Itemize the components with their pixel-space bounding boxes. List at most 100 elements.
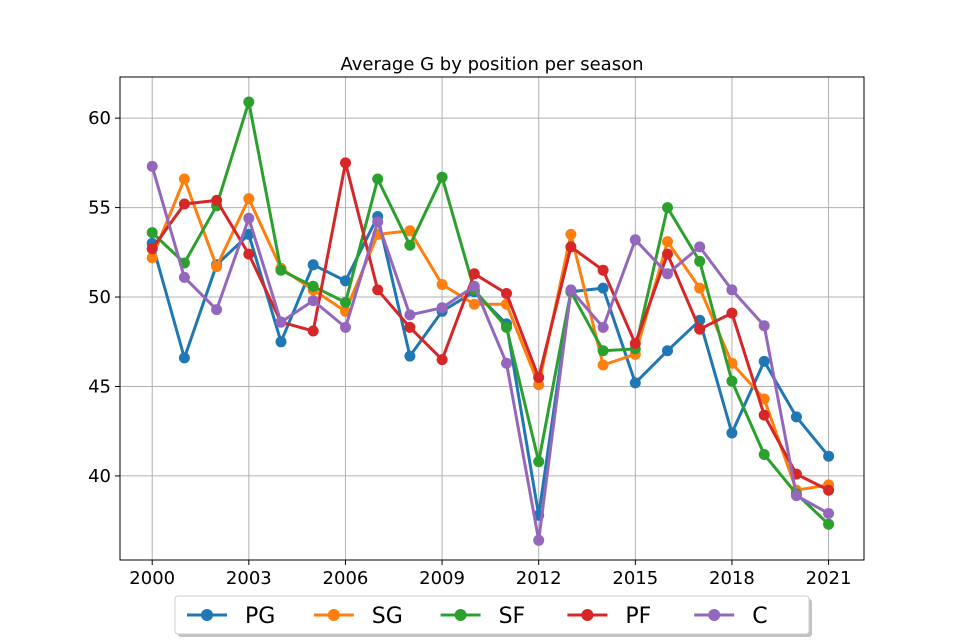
data-point-c — [436, 302, 448, 314]
data-point-c — [662, 268, 673, 280]
x-tick-label: 2000 — [129, 568, 175, 589]
series-line-c — [150, 164, 831, 542]
x-tick-label: 2003 — [226, 568, 272, 589]
data-point-c — [533, 534, 545, 546]
legend-marker-c — [708, 609, 721, 621]
data-point-c — [758, 320, 770, 332]
data-point-pf — [340, 157, 351, 169]
data-point-c — [468, 280, 480, 292]
data-point-sf — [533, 456, 545, 468]
data-point-sg — [565, 228, 577, 240]
data-point-c — [823, 508, 835, 519]
data-point-pg — [340, 275, 351, 287]
data-point-pg — [404, 350, 416, 362]
data-point-c — [565, 284, 577, 296]
data-point-pf — [533, 372, 545, 383]
legend-label-c: C — [752, 604, 767, 629]
data-point-pf — [178, 198, 190, 210]
series-c — [146, 160, 835, 546]
series-line-pf — [150, 161, 831, 492]
x-tick-label: 2015 — [612, 568, 658, 589]
x-tick-label: 2012 — [516, 568, 562, 589]
legend-item-sg: SG — [313, 604, 403, 629]
data-point-sf — [146, 227, 158, 239]
data-point-c — [146, 160, 158, 172]
data-point-c — [372, 216, 384, 228]
data-point-sg — [436, 279, 448, 290]
data-point-pf — [823, 484, 835, 496]
data-point-sf — [404, 239, 416, 251]
data-point-sf — [372, 173, 384, 185]
legend-item-pf: PF — [567, 604, 651, 629]
legend-marker-pf — [581, 609, 594, 621]
legend-label-pg: PG — [245, 604, 275, 629]
data-point-pf — [146, 243, 158, 255]
data-point-sg — [694, 282, 706, 294]
data-point-c — [404, 309, 416, 321]
data-point-sf — [307, 280, 319, 292]
data-point-pf — [726, 307, 738, 319]
legend-marker-sf — [454, 609, 467, 621]
data-point-c — [629, 234, 641, 246]
data-point-pf — [694, 323, 706, 335]
y-tick-label: 50 — [88, 287, 111, 308]
data-point-pf — [307, 325, 319, 337]
data-point-pf — [404, 321, 416, 333]
data-point-pg — [629, 377, 641, 389]
legend-label-sg: SG — [372, 604, 403, 629]
x-axis: 2000 2003 2006 2009 2012 2015 2018 2021 — [129, 560, 851, 589]
series-line-sg — [150, 177, 831, 492]
data-point-c — [307, 295, 319, 307]
grid-lines — [120, 77, 864, 560]
data-point-pf — [372, 284, 384, 296]
legend-box — [174, 595, 810, 635]
data-point-pf — [468, 268, 480, 280]
legend-item-sf: SF — [440, 604, 525, 629]
x-tick-label: 2009 — [419, 568, 465, 589]
data-point-sf — [694, 255, 706, 267]
data-point-sf — [243, 96, 255, 108]
y-tick-label: 40 — [88, 466, 111, 487]
data-point-sg — [468, 298, 480, 310]
legend-label-pf: PF — [625, 604, 651, 629]
data-point-sf — [340, 296, 351, 308]
data-point-c — [501, 357, 512, 369]
legend: PG SG SF PF C — [174, 595, 812, 637]
data-point-pg — [275, 336, 287, 348]
data-point-pg — [823, 450, 835, 462]
data-point-pf — [501, 288, 512, 299]
data-point-sf — [758, 449, 770, 460]
legend-item-c: C — [694, 604, 768, 629]
legend-marker-pg — [201, 609, 213, 621]
data-point-pg — [758, 355, 770, 367]
data-point-c — [178, 271, 190, 283]
data-point-sf — [662, 202, 673, 214]
plot-area-frame — [119, 76, 865, 561]
data-point-pf — [436, 354, 448, 366]
y-axis: 40 45 50 55 60 — [88, 108, 120, 487]
data-point-pf — [211, 194, 223, 206]
data-point-sf — [501, 321, 512, 333]
data-point-sg — [404, 225, 416, 237]
data-point-c — [243, 212, 255, 224]
x-tick-label: 2006 — [323, 568, 369, 589]
data-point-pf — [243, 248, 255, 260]
data-point-pg — [726, 427, 738, 439]
data-point-c — [726, 284, 738, 296]
y-tick-label: 45 — [88, 376, 111, 397]
data-point-c — [597, 321, 609, 333]
data-point-sf — [823, 518, 835, 530]
data-point-c — [694, 241, 706, 253]
data-point-sf — [436, 171, 448, 183]
legend-marker-sg — [327, 609, 340, 621]
y-tick-label: 55 — [88, 198, 111, 219]
data-point-sg — [662, 236, 673, 248]
data-point-sf — [275, 264, 287, 276]
data-point-pf — [597, 264, 609, 276]
y-tick-label: 60 — [88, 108, 111, 129]
data-point-pg — [178, 352, 190, 364]
x-tick-label: 2018 — [709, 568, 755, 589]
data-point-pf — [662, 248, 673, 260]
data-point-sg — [597, 359, 609, 371]
x-tick-label: 2021 — [806, 568, 852, 589]
